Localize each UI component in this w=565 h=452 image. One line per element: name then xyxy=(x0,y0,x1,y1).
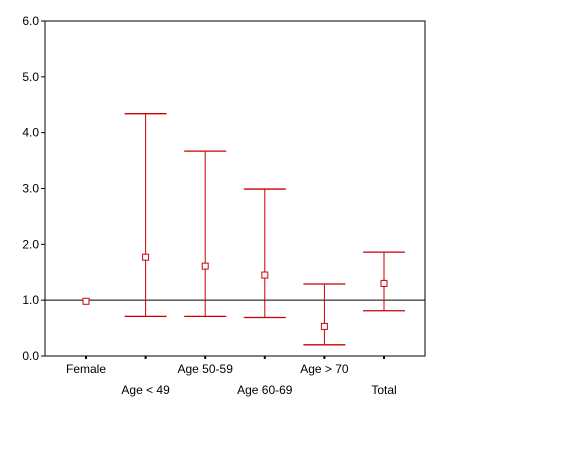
point-estimate-marker xyxy=(380,279,388,287)
y-tick-label: 5.0 xyxy=(22,70,39,84)
y-tick-label: 6.0 xyxy=(22,14,39,28)
error-bar xyxy=(363,251,405,312)
y-tick-label: 4.0 xyxy=(22,126,39,140)
x-tick-label: Age 60-69 xyxy=(237,383,293,397)
x-tick-label: Female xyxy=(66,362,106,376)
error-bar xyxy=(243,188,286,319)
error-bar-series xyxy=(82,113,405,346)
y-tick-label: 3.0 xyxy=(22,182,39,196)
y-tick-label: 1.0 xyxy=(22,293,39,307)
x-tick-label: Age > 70 xyxy=(300,362,349,376)
point-estimate-marker xyxy=(82,297,90,305)
x-tick-label: Age < 49 xyxy=(121,383,170,397)
point-estimate-marker xyxy=(201,262,209,270)
y-tick-label: 2.0 xyxy=(22,237,39,251)
error-bar xyxy=(124,113,167,318)
x-tick-label: Total xyxy=(371,383,396,397)
point-estimate-marker xyxy=(320,322,328,330)
y-axis: 0.0 1.0 2.0 3.0 4.0 5.0 6.0 xyxy=(22,14,45,363)
error-bar xyxy=(184,150,227,318)
error-bar xyxy=(303,283,346,346)
point-estimate-marker xyxy=(142,253,150,261)
error-bar xyxy=(82,297,90,305)
y-tick-label: 0.0 xyxy=(22,349,39,363)
point-estimate-marker xyxy=(261,271,269,279)
x-tick-label: Age 50-59 xyxy=(178,362,234,376)
